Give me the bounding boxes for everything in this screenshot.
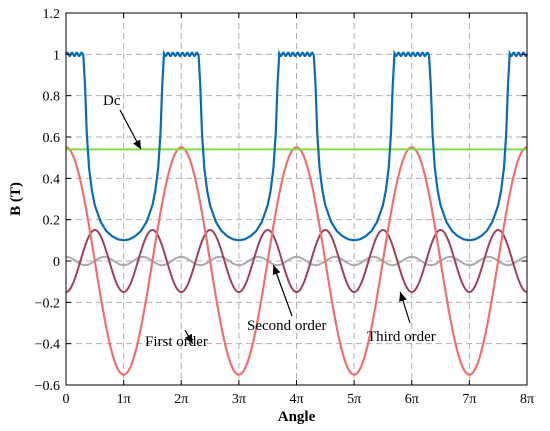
annotation-arrow-head xyxy=(272,265,281,275)
y-tick-label: 1.2 xyxy=(43,7,61,22)
y-tick-label: 0.2 xyxy=(43,214,61,229)
x-tick-label: 5π xyxy=(347,392,361,407)
series-line-first-order xyxy=(65,146,528,376)
y-tick-label: −0.4 xyxy=(35,338,60,353)
series-line-total xyxy=(64,49,529,242)
y-tick-label: 1 xyxy=(53,48,60,63)
x-tick-label: 3π xyxy=(232,392,246,407)
annotation-arrow-head xyxy=(133,139,141,150)
x-axis-title: Angle xyxy=(278,409,316,425)
series-line-second-order xyxy=(65,228,528,294)
annotation-label: First order xyxy=(145,334,208,350)
y-tick-label: 0.6 xyxy=(43,131,61,146)
annotation-label: Third order xyxy=(367,329,436,345)
x-tick-label: 6π xyxy=(405,392,419,407)
y-tick-label: −0.2 xyxy=(35,296,60,311)
x-tick-label: 2π xyxy=(174,392,188,407)
annotation-label: Dc xyxy=(103,93,121,109)
grid xyxy=(66,13,527,385)
ticks: 0 1π 2π 3π 4π 5π 6π 7π 8π −0.6 −0.4 −0.2 0 0.2 0.4 0.6 0… xyxy=(35,7,534,407)
y-axis-title: B (T) xyxy=(8,182,24,216)
series-line-third-order xyxy=(66,255,527,267)
x-tick-label: 1π xyxy=(117,392,131,407)
annotation-label: Second order xyxy=(247,318,327,334)
annotations: Dc First order Second order Third order xyxy=(103,93,436,350)
y-tick-label: −0.6 xyxy=(35,379,60,394)
annotation-arrow-head xyxy=(184,333,193,344)
y-tick-label: 0.8 xyxy=(43,90,61,105)
x-tick-label: 8π xyxy=(520,392,534,407)
annotation-arrow-line xyxy=(272,264,293,317)
x-tick-label: 0 xyxy=(63,392,70,407)
x-tick-label: 4π xyxy=(289,392,303,407)
x-tick-label: 7π xyxy=(462,392,476,407)
series-layer xyxy=(64,49,529,376)
y-tick-label: 0.4 xyxy=(43,172,61,187)
annotation-arrow-head xyxy=(399,292,407,302)
y-tick-label: 0 xyxy=(53,255,60,270)
